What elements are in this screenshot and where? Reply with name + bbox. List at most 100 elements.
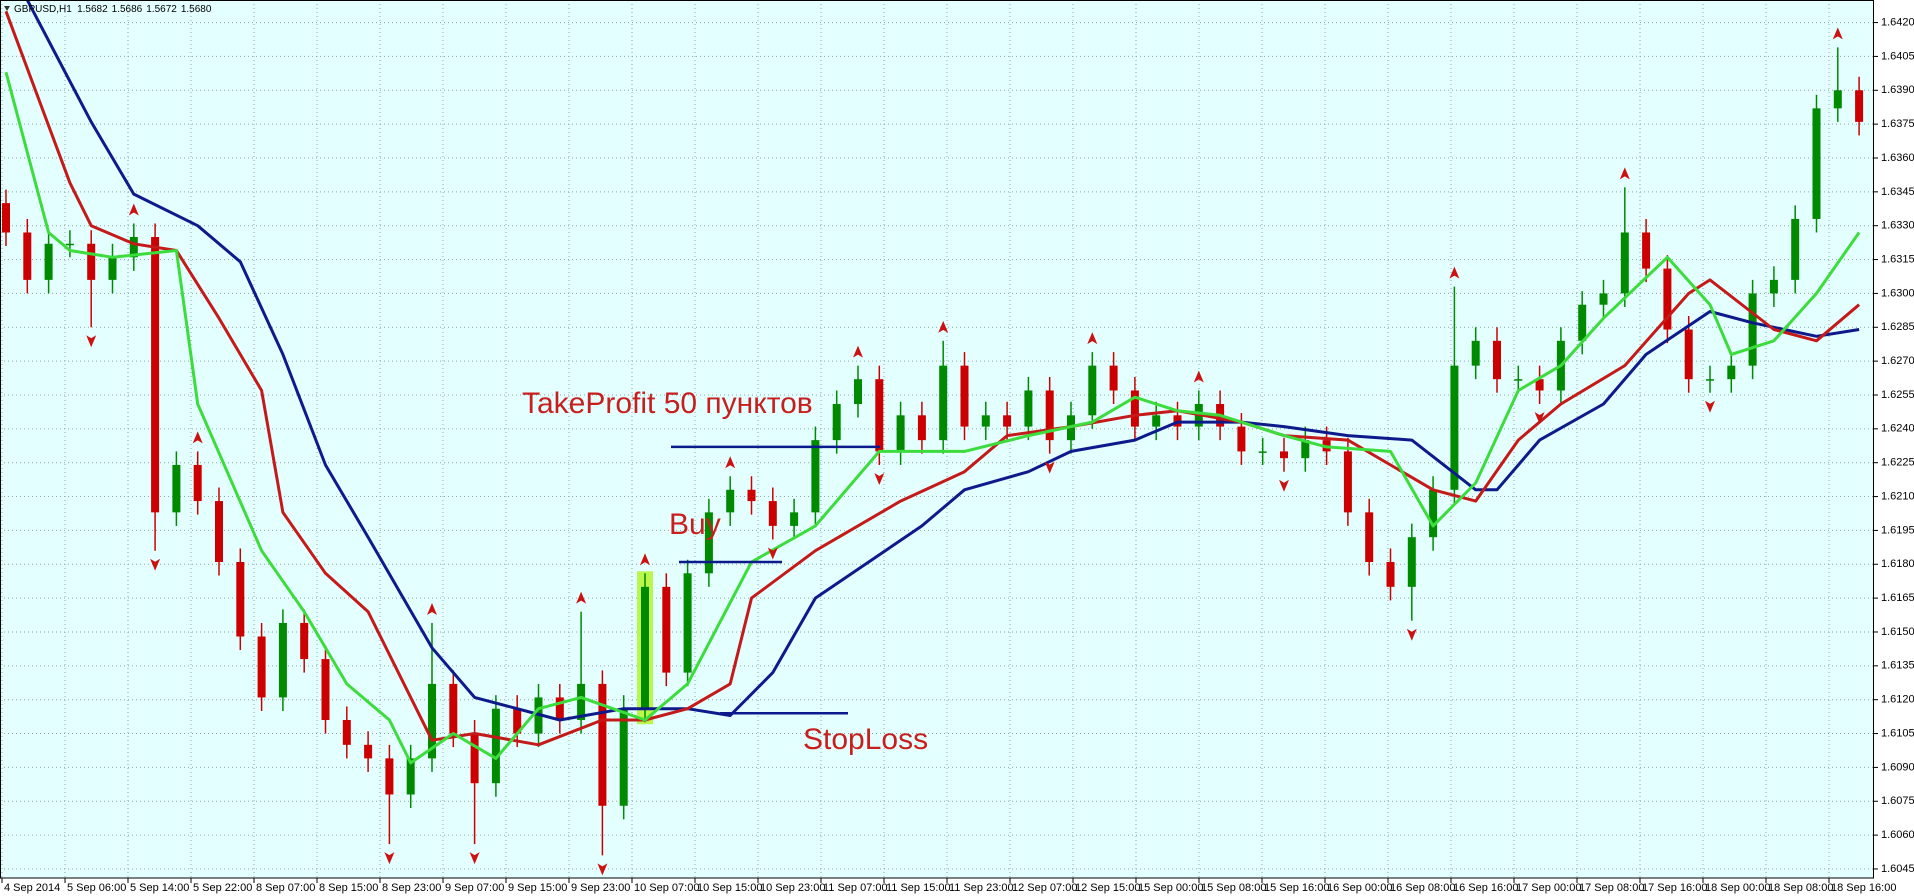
y-tick-label: 1.6090 (1881, 761, 1914, 773)
candle-body (1727, 365, 1736, 380)
x-tick-label: 15 Sep 00:00 (1138, 882, 1203, 894)
candle-body (1471, 340, 1480, 366)
fractal-up (640, 553, 650, 566)
candle-body (981, 415, 990, 427)
y-tick-label: 1.6330 (1881, 220, 1914, 232)
candle-body (1429, 489, 1438, 538)
x-tick-label: 8 Sep 15:00 (319, 882, 378, 894)
candle-body (257, 636, 266, 698)
candle-body (385, 758, 394, 795)
y-tick-label: 1.6345 (1881, 186, 1914, 198)
x-tick-label: 8 Sep 07:00 (256, 882, 315, 894)
x-tick-label: 18 Sep 00:00 (1705, 882, 1770, 894)
fractal-down (384, 852, 395, 865)
x-tick-label: 18 Sep 16:00 (1831, 882, 1896, 894)
x-tick-label: 17 Sep 08:00 (1579, 882, 1644, 894)
candle-body (513, 708, 522, 734)
x-tick-label: 17 Sep 16:00 (1642, 882, 1707, 894)
candle-body (896, 415, 905, 452)
y-tick-label: 1.6375 (1881, 118, 1914, 130)
candle-body (1003, 415, 1012, 427)
candle-body (65, 243, 74, 246)
chart-title: GBPUSD,H1 1.5682 1.5686 1.5672 1.5680 (14, 4, 212, 15)
candle-body (1599, 293, 1608, 305)
candle-body (1152, 415, 1161, 427)
annotation: Buy (669, 508, 721, 541)
x-tick-label: 12 Sep 15:00 (1075, 882, 1140, 894)
candle-body (1024, 390, 1033, 427)
candle-body (1450, 365, 1459, 490)
fractal-down (150, 558, 161, 571)
x-tick-label: 16 Sep 16:00 (1453, 882, 1518, 894)
quote-low: 1.5672 (146, 4, 177, 15)
symbol-icon (4, 6, 10, 11)
candle-body (1258, 451, 1267, 453)
candle-body (1088, 365, 1097, 416)
candle-body (300, 622, 309, 660)
fractal-up (1193, 370, 1204, 383)
fractal-up (938, 320, 949, 333)
y-tick-label: 1.6180 (1881, 558, 1914, 570)
candle-body (44, 243, 53, 280)
y-tick-label: 1.6210 (1881, 490, 1914, 502)
candle-body (23, 232, 32, 280)
quote-open: 1.5682 (77, 4, 108, 15)
x-tick-label: 8 Sep 23:00 (382, 882, 441, 894)
candle-body (662, 586, 671, 673)
fractal-up (853, 345, 863, 358)
y-tick-label: 1.6255 (1881, 389, 1914, 401)
fractal-up (427, 602, 437, 615)
x-tick-label: 5 Sep 14:00 (130, 882, 189, 894)
x-tick-label: 11 Sep 23:00 (949, 882, 1014, 894)
y-tick-label: 1.6405 (1881, 50, 1914, 62)
fractal-up (128, 203, 139, 216)
x-tick-label: 15 Sep 08:00 (1201, 882, 1266, 894)
x-tick-label: 12 Sep 07:00 (1012, 882, 1077, 894)
candle-body (1642, 232, 1651, 269)
y-tick-label: 1.6165 (1881, 592, 1914, 604)
candle-body (1493, 340, 1501, 380)
quote-high: 1.5686 (112, 4, 143, 15)
fractal-down (1279, 479, 1289, 492)
candle-body (1706, 379, 1714, 381)
candle-body (1386, 562, 1395, 587)
candle-body (1663, 268, 1672, 330)
candle-body (1748, 293, 1757, 366)
candle-body (1620, 232, 1629, 294)
fractal-down (874, 472, 885, 485)
axes: 1.6045 1.6060 1.6075 1.6090 1.6105 1.6120 1.61… (1, 16, 1914, 894)
y-tick-label: 1.6075 (1881, 795, 1914, 807)
candle-body (1407, 537, 1416, 587)
plot-background (0, 0, 1874, 878)
candle-body (129, 236, 138, 258)
fractal-up (1087, 332, 1098, 345)
y-tick-label: 1.6105 (1881, 727, 1914, 739)
candle-body (342, 720, 351, 745)
candle-body (832, 404, 841, 441)
candle-body (449, 683, 458, 734)
y-tick-label: 1.6360 (1881, 152, 1914, 164)
candle-body (1045, 390, 1054, 441)
fractal-down (86, 335, 97, 348)
x-tick-label: 11 Sep 15:00 (886, 882, 951, 894)
candle-body (428, 683, 436, 759)
annotation: TakeProfit 50 пунктов (522, 387, 813, 420)
candle-body (1578, 304, 1587, 341)
candle-body (151, 236, 160, 513)
candle-body (917, 415, 926, 441)
candle-body (598, 683, 607, 806)
candle-body (875, 379, 884, 452)
candle-body (1514, 379, 1523, 381)
candle-body (1343, 451, 1352, 513)
candle-body (108, 257, 117, 280)
symbol: GBPUSD,H1 (14, 4, 72, 15)
y-tick-label: 1.6135 (1881, 660, 1914, 672)
candle-body (1684, 329, 1693, 380)
fractal-down (469, 852, 480, 865)
fractal-up (1449, 266, 1460, 279)
candle-body (1365, 512, 1374, 563)
candle-body (960, 365, 969, 427)
y-tick-label: 1.6045 (1881, 863, 1914, 875)
